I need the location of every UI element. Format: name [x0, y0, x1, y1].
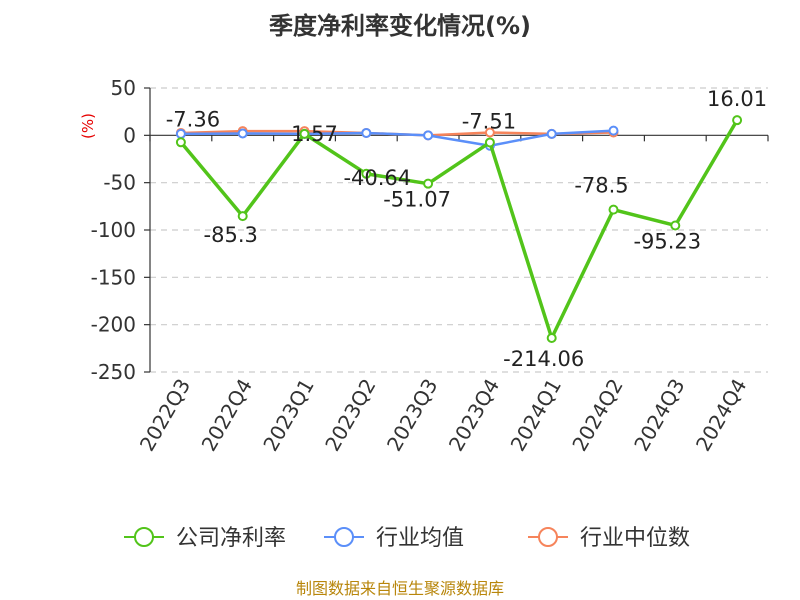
- data-label: -78.5: [574, 174, 628, 198]
- x-tick-label: 2023Q4: [444, 375, 504, 456]
- data-point: [546, 128, 557, 139]
- series-line: [179, 119, 739, 340]
- data-point: [546, 332, 557, 343]
- y-tick-label: -150: [91, 265, 136, 289]
- series-layer: [175, 115, 743, 343]
- legend-label: 行业中位数: [580, 526, 690, 551]
- x-tick-label: 2023Q3: [382, 374, 442, 455]
- source-footer: 制图数据来自恒生聚源数据库: [296, 579, 504, 598]
- x-tick-label: 2024Q2: [567, 375, 627, 456]
- chart-title: 季度净利率变化情况(%): [269, 12, 531, 40]
- legend-marker: [134, 527, 154, 547]
- x-tick-label: 2023Q2: [320, 375, 380, 456]
- data-label: 1.57: [291, 122, 338, 146]
- data-label: 16.01: [707, 87, 767, 111]
- data-point: [237, 128, 248, 139]
- data-point: [361, 168, 372, 179]
- data-point: [299, 128, 310, 139]
- x-tick-label: 2024Q1: [506, 375, 566, 456]
- data-label: -95.23: [633, 229, 701, 253]
- y-tick-label: -50: [103, 171, 136, 195]
- legend: 公司净利率 行业均值 行业中位数: [124, 526, 690, 551]
- x-tick-label: 2023Q1: [258, 375, 318, 456]
- data-label: -7.36: [166, 107, 220, 131]
- data-point: [484, 137, 495, 148]
- legend-label: 行业均值: [376, 526, 464, 551]
- y-tick-label: -250: [91, 360, 136, 384]
- data-point: [423, 178, 434, 189]
- data-point: [484, 127, 495, 138]
- data-label: -7.51: [462, 109, 516, 133]
- y-unit-label: (%): [79, 113, 97, 139]
- data-label: -40.64: [343, 166, 411, 190]
- legend-marker: [334, 527, 354, 547]
- data-labels: -7.36 -85.3 1.57-40.64-51.07 -7.51 -214.06 -7…: [166, 87, 767, 371]
- grid-lines: [150, 87, 768, 373]
- series-line: [180, 129, 614, 147]
- data-point: [732, 115, 743, 126]
- data-label: -214.06: [503, 347, 584, 371]
- data-point: [608, 204, 619, 215]
- legend-marker: [538, 527, 558, 547]
- data-label: -51.07: [383, 188, 451, 212]
- x-tick-label: 2024Q3: [629, 375, 689, 456]
- y-tick-label: -100: [91, 218, 136, 242]
- data-point: [361, 127, 372, 138]
- y-tick-label: 50: [111, 76, 136, 100]
- y-tick-label: -200: [91, 313, 136, 337]
- data-point: [237, 211, 248, 222]
- x-tick-label: 2022Q4: [197, 375, 257, 456]
- y-tick-label: 0: [123, 123, 136, 147]
- x-tick-label: 2022Q3: [135, 375, 195, 456]
- legend-label: 公司净利率: [176, 526, 286, 551]
- data-label: -85.3: [204, 223, 258, 247]
- x-tick-label: 2024Q4: [691, 375, 751, 456]
- data-point: [608, 125, 619, 136]
- data-point: [423, 130, 434, 141]
- data-point: [175, 137, 186, 148]
- data-point: [670, 220, 681, 231]
